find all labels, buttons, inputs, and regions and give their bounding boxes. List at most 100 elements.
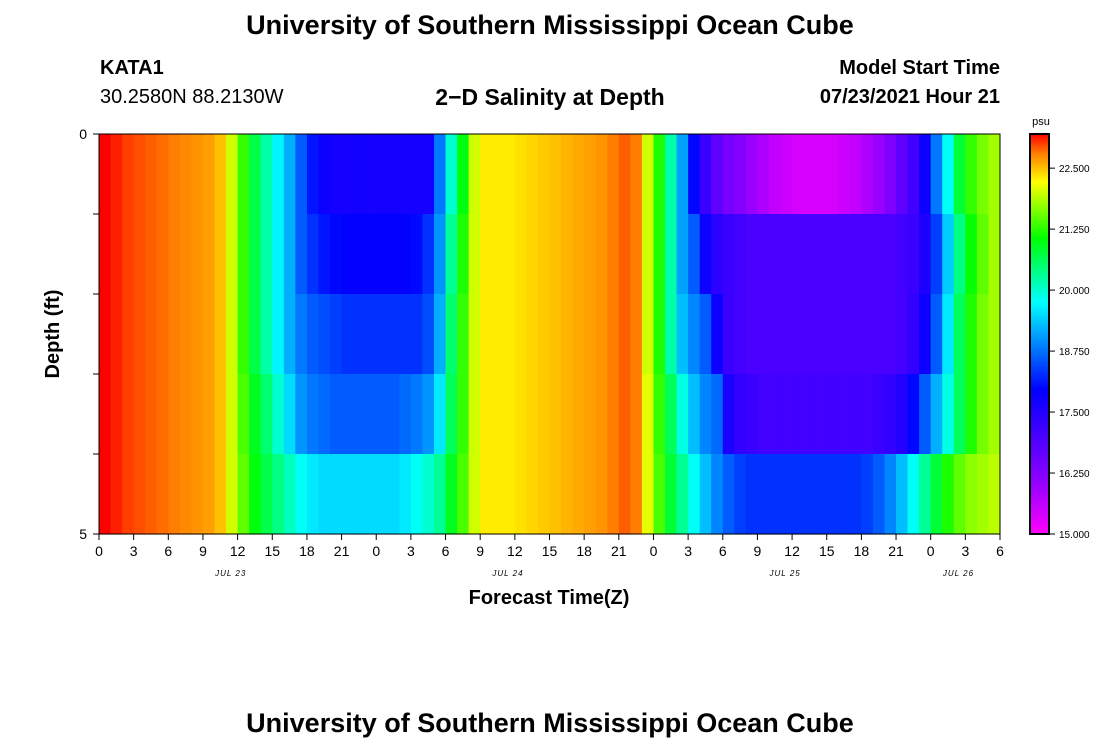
heatmap-cell bbox=[653, 374, 666, 455]
heatmap-cell bbox=[965, 454, 978, 535]
heatmap-cell bbox=[237, 214, 250, 295]
heatmap-cell bbox=[907, 294, 920, 375]
heatmap-cell bbox=[179, 454, 193, 535]
heatmap-cell bbox=[849, 374, 862, 455]
heatmap-cell bbox=[896, 214, 909, 295]
heatmap-cell bbox=[283, 134, 296, 215]
heatmap-cell bbox=[364, 214, 377, 295]
heatmap-cell bbox=[838, 454, 851, 535]
heatmap-cell bbox=[410, 214, 424, 295]
heatmap-cell bbox=[976, 454, 990, 535]
heatmap-cell bbox=[191, 214, 204, 295]
heatmap-cell bbox=[410, 294, 424, 375]
colorbar-tick-label: 15.000 bbox=[1059, 530, 1090, 541]
heatmap-cell bbox=[988, 134, 1000, 215]
heatmap-cell bbox=[179, 374, 193, 455]
heatmap-cell bbox=[942, 214, 955, 295]
x-tick-label: 21 bbox=[888, 543, 904, 559]
heatmap-cell bbox=[191, 454, 204, 535]
heatmap-cell bbox=[688, 294, 701, 375]
heatmap-cell bbox=[99, 294, 112, 375]
heatmap-cell bbox=[364, 374, 377, 455]
heatmap-cell bbox=[665, 214, 678, 295]
heatmap-cell bbox=[699, 454, 712, 535]
heatmap-cell bbox=[768, 294, 782, 375]
heatmap-cell bbox=[549, 374, 562, 455]
heatmap-cell bbox=[99, 214, 112, 295]
x-tick-label: 21 bbox=[334, 543, 350, 559]
heatmap-cell bbox=[99, 134, 112, 215]
heatmap-cell bbox=[676, 214, 689, 295]
heatmap-cell bbox=[202, 134, 216, 215]
heatmap-cell bbox=[861, 374, 874, 455]
heatmap-cell bbox=[965, 294, 978, 375]
heatmap-cell bbox=[433, 374, 447, 455]
heatmap-cell bbox=[676, 134, 689, 215]
x-tick-label: 0 bbox=[372, 543, 380, 559]
x-tick-label: 0 bbox=[650, 543, 658, 559]
heatmap-cell bbox=[630, 374, 643, 455]
x-tick-label: 18 bbox=[854, 543, 870, 559]
heatmap-cell bbox=[387, 454, 400, 535]
x-tick-label: 9 bbox=[754, 543, 762, 559]
heatmap-cell bbox=[872, 214, 886, 295]
heatmap-cell bbox=[537, 214, 551, 295]
heatmap-cell bbox=[214, 134, 227, 215]
heatmap-cell bbox=[826, 294, 839, 375]
heatmap-cell bbox=[295, 454, 308, 535]
heatmap-cell bbox=[907, 134, 920, 215]
heatmap-cell bbox=[260, 374, 273, 455]
heatmap-cell bbox=[410, 454, 424, 535]
heatmap-cell bbox=[757, 294, 770, 375]
heatmap-cell bbox=[711, 214, 724, 295]
heatmap-cell bbox=[561, 454, 574, 535]
heatmap-cell bbox=[630, 214, 643, 295]
heatmap-cell bbox=[561, 374, 574, 455]
heatmap-cell bbox=[491, 454, 504, 535]
x-tick-label: 3 bbox=[407, 543, 415, 559]
heatmap-cell bbox=[133, 374, 146, 455]
heatmap-cell bbox=[815, 134, 828, 215]
heatmap-cell bbox=[145, 134, 158, 215]
heatmap-cell bbox=[884, 374, 897, 455]
heatmap-cell bbox=[711, 374, 724, 455]
heatmap-cell bbox=[306, 374, 320, 455]
heatmap-cell bbox=[387, 294, 400, 375]
heatmap-cell bbox=[953, 134, 966, 215]
heatmap-cell bbox=[768, 374, 782, 455]
heatmap-cell bbox=[353, 214, 366, 295]
heatmap-cell bbox=[745, 134, 759, 215]
heatmap-cell bbox=[618, 374, 631, 455]
heatmap-cell bbox=[965, 214, 978, 295]
heatmap-cell bbox=[480, 374, 493, 455]
heatmap-cell bbox=[653, 294, 666, 375]
x-tick-label: 6 bbox=[164, 543, 172, 559]
heatmap-cell bbox=[630, 134, 643, 215]
heatmap-cell bbox=[618, 294, 631, 375]
heatmap-cell bbox=[457, 294, 470, 375]
heatmap-cell bbox=[919, 134, 932, 215]
heatmap-cell bbox=[526, 134, 539, 215]
main-title: University of Southern Mississippi Ocean… bbox=[246, 10, 854, 40]
heatmap-cell bbox=[780, 454, 793, 535]
heatmap-cell bbox=[168, 454, 181, 535]
x-tick-label: 18 bbox=[299, 543, 315, 559]
heatmap-cell bbox=[133, 294, 146, 375]
heatmap-cell bbox=[514, 454, 527, 535]
x-tick-label: 3 bbox=[684, 543, 692, 559]
model-start-value: 07/23/2021 Hour 21 bbox=[819, 86, 1000, 108]
heatmap-cell bbox=[803, 294, 816, 375]
heatmap-cell bbox=[318, 454, 331, 535]
heatmap-cell bbox=[226, 214, 239, 295]
heatmap-cell bbox=[468, 134, 481, 215]
heatmap-cell bbox=[688, 454, 701, 535]
heatmap-cell bbox=[295, 134, 308, 215]
heatmap-cell bbox=[537, 134, 551, 215]
heatmap-cell bbox=[491, 374, 504, 455]
heatmap-cell bbox=[780, 214, 793, 295]
heatmap-cell bbox=[433, 134, 447, 215]
heatmap-cell bbox=[503, 134, 516, 215]
heatmap-cell bbox=[618, 214, 631, 295]
heatmap-cell bbox=[826, 214, 839, 295]
heatmap-cell bbox=[526, 294, 539, 375]
